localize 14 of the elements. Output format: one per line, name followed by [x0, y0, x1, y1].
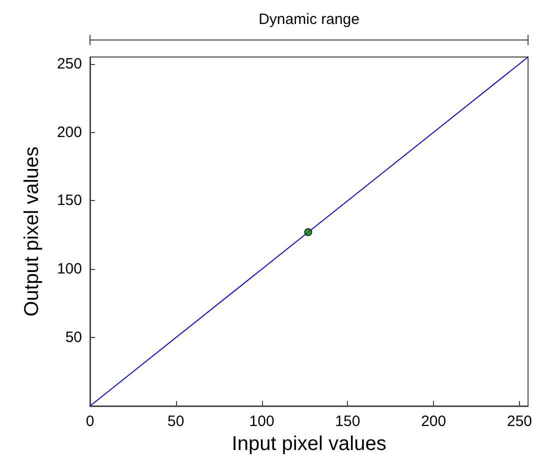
x-tick-label: 200	[421, 413, 446, 430]
text: Dynamic range	[258, 11, 360, 28]
x-tick-label: 250	[506, 413, 532, 430]
y-tick-label: 100	[56, 260, 82, 278]
x-tick-label: 0	[86, 413, 94, 430]
y-tick-label: 250	[56, 55, 82, 72]
x-tick-label: 150	[335, 413, 360, 430]
x-tick-label: 100	[249, 413, 274, 430]
y-axis-title: Output pixel values	[21, 146, 43, 317]
x-axis-title: Input pixel values	[232, 433, 386, 455]
y-tick-label: 200	[56, 124, 82, 141]
y-tick-label: 150	[56, 192, 82, 210]
y-tick-label: 50	[65, 329, 82, 346]
x-tick-label: 50	[168, 413, 184, 430]
